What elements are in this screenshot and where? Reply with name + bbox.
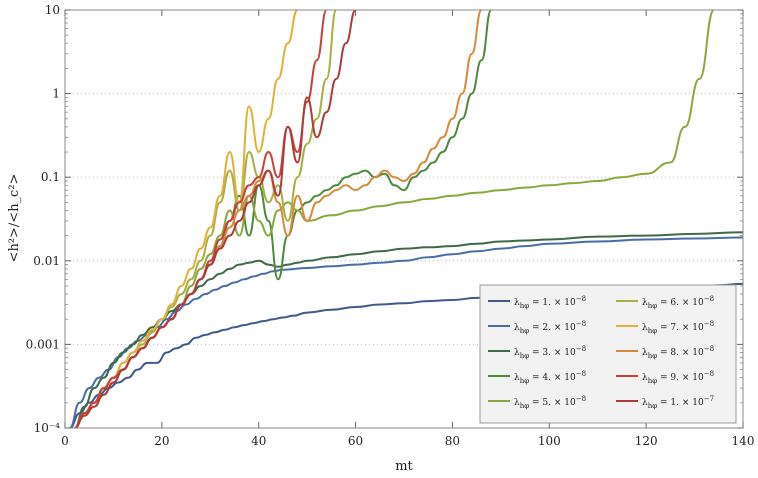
legend-entry: λhφ = 9. × 10−8 (642, 370, 714, 385)
series-line-3 (74, 231, 743, 428)
y-tick-label: 1 (52, 87, 60, 101)
legend-entry: λhφ = 3. × 10−8 (514, 345, 586, 360)
legend-entry: λhφ = 6. × 10−8 (642, 295, 714, 310)
legend: λhφ = 1. × 10−8 λhφ = 2. × 10−8 λhφ = 3. ×… (479, 284, 737, 424)
legend-entry: λhφ = 5. × 10−8 (514, 395, 586, 410)
legend-entry: λhφ = 8. × 10−8 (642, 345, 714, 360)
x-tick-label: 80 (445, 434, 460, 448)
x-tick-label: 100 (538, 434, 561, 448)
series-group (69, 10, 743, 428)
x-tick-label: 20 (154, 434, 169, 448)
x-axis-label: mt (395, 459, 413, 474)
legend-entry: λhφ = 4. × 10−8 (514, 370, 586, 385)
x-tick-label: 60 (348, 434, 363, 448)
legend-entry: λhφ = 1. × 10−8 (514, 295, 586, 310)
legend-entry: λhφ = 7. × 10−8 (642, 320, 714, 335)
y-axis-label: <h²>/<h_c²> (7, 174, 22, 263)
x-tick-label: 140 (732, 434, 755, 448)
legend-entry: λhφ = 1. × 10−7 (642, 395, 714, 410)
x-tick-label: 40 (251, 434, 266, 448)
y-tick-label: 0.01 (33, 254, 60, 268)
x-tick-label: 0 (61, 434, 69, 448)
axes (64, 9, 744, 429)
legend-box (479, 284, 737, 424)
x-tick-label: 120 (635, 434, 658, 448)
legend-entry: λhφ = 2. × 10−8 (514, 320, 586, 335)
plot-frame (64, 9, 744, 429)
ticks: 0 20 40 60 80 100 120 140 10⁻⁴ 0.001 0.01 0.1 1 10 (26, 3, 755, 448)
y-tick-label: 0.001 (26, 337, 60, 351)
series-line-10 (74, 10, 357, 428)
y-tick-label: 10 (45, 3, 60, 17)
y-tick-label: 0.1 (41, 170, 60, 184)
y-tick-label: 10⁻⁴ (34, 421, 61, 435)
